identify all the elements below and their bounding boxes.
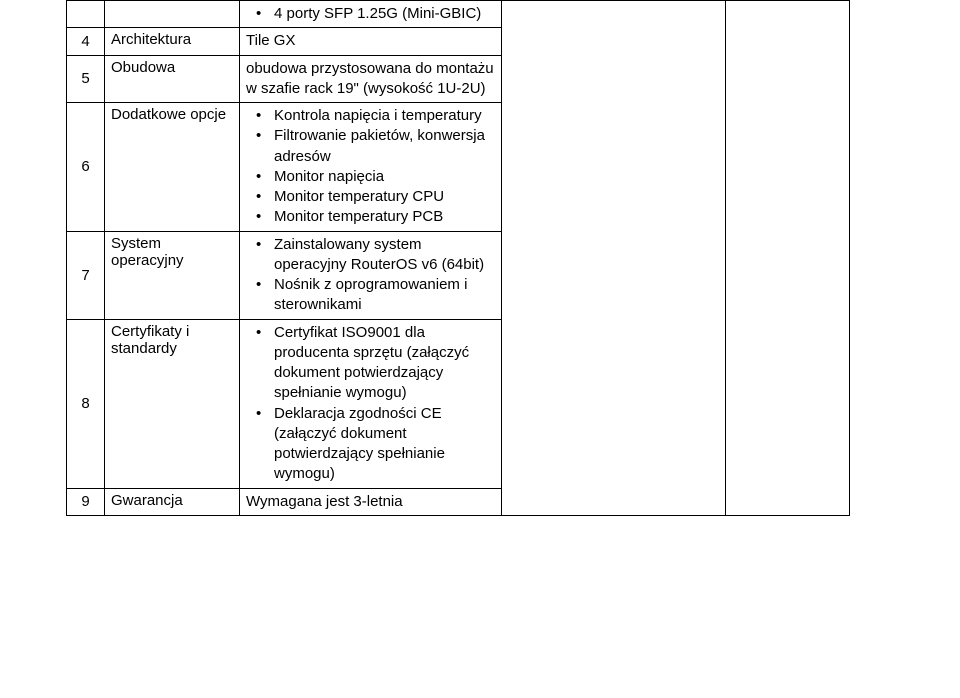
bullet-list: Kontrola napięcia i temperatury Filtrowa… [246, 106, 495, 228]
cell-content: Tile GX [240, 28, 502, 55]
cell-num: 7 [67, 231, 105, 319]
page: 4 porty SFP 1.25G (Mini-GBIC) 4 Architek… [0, 0, 960, 698]
cell-content: Wymagana jest 3-letnia [240, 488, 502, 515]
cell-num: 9 [67, 488, 105, 515]
cell-content: Zainstalowany system operacyjny RouterOS… [240, 231, 502, 319]
bullet-item: Deklaracja zgodności CE (załączyć dokume… [246, 404, 495, 485]
cell-label: Gwarancja [105, 488, 240, 515]
bullet-item: Monitor napięcia [246, 167, 495, 187]
cell-num: 4 [67, 28, 105, 55]
bullet-item: Filtrowanie pakietów, konwersja adresów [246, 126, 495, 167]
bullet-item: Monitor temperatury CPU [246, 187, 495, 207]
bullet-item: Kontrola napięcia i temperatury [246, 106, 495, 126]
table-row: 4 porty SFP 1.25G (Mini-GBIC) [67, 1, 850, 28]
bullet-list: Zainstalowany system operacyjny RouterOS… [246, 235, 495, 316]
cell-label: Dodatkowe opcje [105, 103, 240, 232]
cell-content: Kontrola napięcia i temperatury Filtrowa… [240, 103, 502, 232]
bullet-item: Nośnik z oprogramowaniem i sterownikami [246, 275, 495, 316]
cell-num: 6 [67, 103, 105, 232]
bullet-list: 4 porty SFP 1.25G (Mini-GBIC) [246, 4, 495, 24]
cell-content: Certyfikat ISO9001 dla producenta sprzęt… [240, 319, 502, 488]
cell-empty-col4 [502, 1, 726, 516]
bullet-list: Certyfikat ISO9001 dla producenta sprzęt… [246, 323, 495, 485]
cell-label: Architektura [105, 28, 240, 55]
cell-label: Obudowa [105, 55, 240, 103]
cell-num [67, 1, 105, 28]
bullet-item: 4 porty SFP 1.25G (Mini-GBIC) [246, 4, 495, 24]
cell-label [105, 1, 240, 28]
cell-content: obudowa przystosowana do montażu w szafi… [240, 55, 502, 103]
bullet-item: Certyfikat ISO9001 dla producenta sprzęt… [246, 323, 495, 404]
spec-table: 4 porty SFP 1.25G (Mini-GBIC) 4 Architek… [66, 0, 850, 516]
bullet-item: Monitor temperatury PCB [246, 207, 495, 227]
cell-num: 5 [67, 55, 105, 103]
cell-empty-col5 [726, 1, 850, 516]
cell-num: 8 [67, 319, 105, 488]
cell-label: Certyfikaty i standardy [105, 319, 240, 488]
bullet-item: Zainstalowany system operacyjny RouterOS… [246, 235, 495, 276]
cell-label: System operacyjny [105, 231, 240, 319]
cell-content: 4 porty SFP 1.25G (Mini-GBIC) [240, 1, 502, 28]
